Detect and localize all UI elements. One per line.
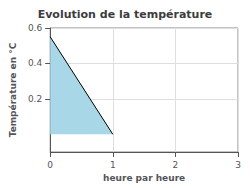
svg-text:0: 0 xyxy=(47,160,53,170)
svg-text:0.6: 0.6 xyxy=(28,23,43,33)
svg-text:Température en °C: Température en °C xyxy=(8,42,18,137)
svg-text:0.4: 0.4 xyxy=(28,58,43,68)
svg-text:Evolution de la température: Evolution de la température xyxy=(38,8,213,21)
svg-text:0.2: 0.2 xyxy=(28,94,42,104)
svg-text:1: 1 xyxy=(110,160,116,170)
svg-text:2: 2 xyxy=(173,160,179,170)
svg-text:heure par heure: heure par heure xyxy=(103,173,185,183)
svg-text:3: 3 xyxy=(235,160,241,170)
